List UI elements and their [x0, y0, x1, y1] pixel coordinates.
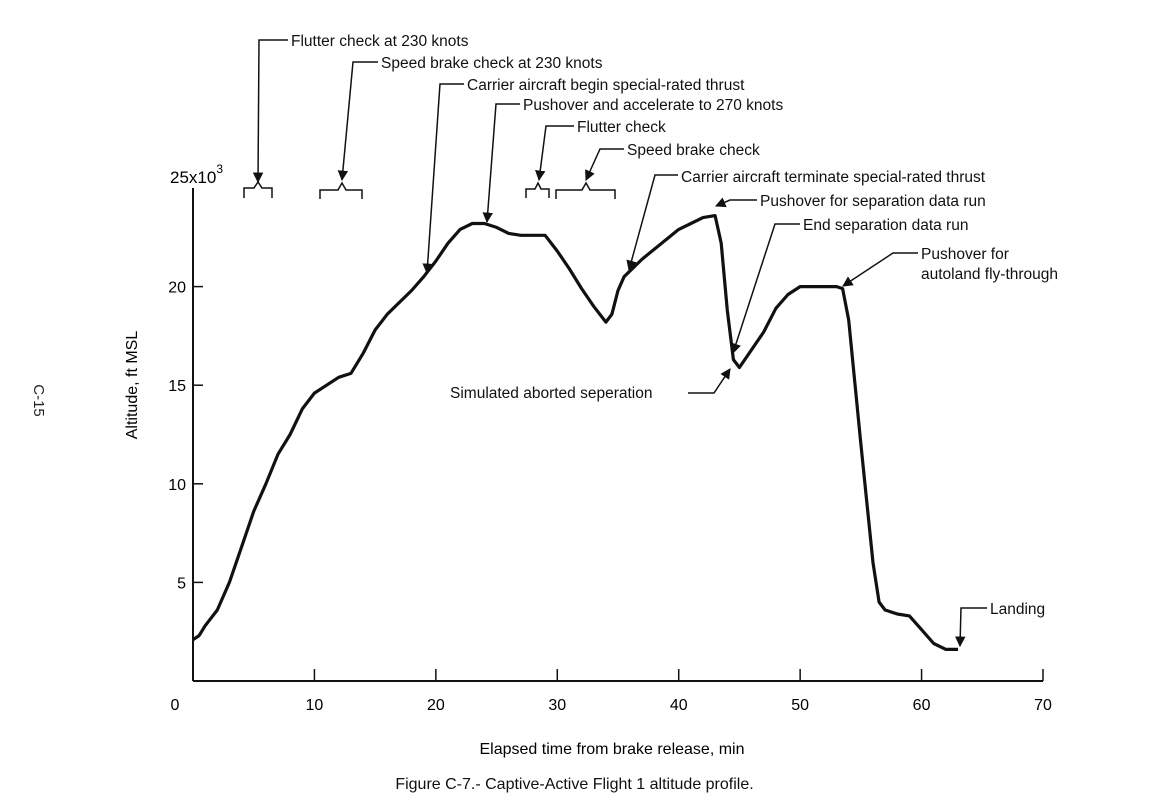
annotation-pushover-separation: Pushover for separation data run: [760, 193, 986, 210]
x-tick-label: 60: [913, 697, 931, 714]
annotation-speed-brake-check: Speed brake check: [627, 142, 760, 159]
x-tick-label: 0: [171, 697, 180, 714]
x-tick-label: 40: [670, 697, 688, 714]
annotation-pushover-for: Pushover for: [921, 246, 1009, 263]
leader-pushover-separation: [715, 197, 757, 208]
leader-pushover-270: [482, 103, 520, 224]
leader-terminate-thrust: [626, 174, 678, 272]
annotation-flutter-check: Flutter check: [577, 119, 666, 136]
y-tick-label: 5: [177, 575, 186, 592]
y-axis-ticks: 5 10 15 20: [168, 280, 203, 592]
leader-speed-brake-check-230: [337, 61, 378, 182]
leader-begin-thrust: [422, 83, 464, 275]
annotation-terminate-thrust: Carrier aircraft terminate special-rated…: [681, 169, 986, 186]
bracket-flutter-check: [525, 181, 550, 198]
x-tick-label: 30: [548, 697, 566, 714]
leader-pushover-autoland: [842, 252, 918, 287]
leader-flutter-check-230: [252, 39, 288, 184]
leader-flutter-check: [535, 125, 574, 182]
bracket-speed-brake-check: [555, 181, 616, 199]
y-multiplier-label: 25x103: [170, 162, 223, 187]
annotation-begin-thrust: Carrier aircraft begin special-rated thr…: [467, 77, 745, 94]
x-axis-ticks: 0 10 20 30 40 50 60 70: [171, 669, 1052, 714]
bracket-flutter-check-230: [243, 180, 273, 198]
annotation-flutter-check-230: Flutter check at 230 knots: [291, 33, 469, 50]
leader-end-separation: [730, 223, 800, 354]
leader-simulated-aborted: [688, 368, 731, 394]
page-side-label: C-15: [29, 384, 47, 417]
x-tick-label: 10: [306, 697, 324, 714]
x-tick-label: 70: [1034, 697, 1052, 714]
annotation-end-separation: End separation data run: [803, 217, 968, 234]
figure-caption: Figure C-7.- Captive-Active Flight 1 alt…: [395, 776, 754, 793]
bracket-marks: [243, 180, 616, 199]
annotation-speed-brake-check-230: Speed brake check at 230 knots: [381, 55, 603, 72]
annotation-leaders: [252, 39, 987, 648]
annotation-landing: Landing: [990, 601, 1045, 618]
annotation-simulated-aborted: Simulated aborted seperation: [450, 385, 653, 402]
y-tick-label: 20: [168, 280, 186, 297]
x-tick-label: 50: [791, 697, 809, 714]
y-tick-label: 15: [168, 378, 186, 395]
y-tick-label: 10: [168, 477, 186, 494]
x-axis-label: Elapsed time from brake release, min: [480, 741, 745, 758]
leader-landing: [955, 607, 987, 648]
y-axis-label: Altitude, ft MSL: [124, 331, 141, 440]
series-line-altitude: [192, 214, 958, 651]
x-tick-label: 20: [427, 697, 445, 714]
annotation-autoland-fly-through: autoland fly-through: [921, 266, 1058, 283]
bracket-speed-brake-check-230: [319, 181, 363, 199]
leader-speed-brake-check: [585, 148, 624, 181]
annotation-pushover-270: Pushover and accelerate to 270 knots: [523, 97, 783, 114]
